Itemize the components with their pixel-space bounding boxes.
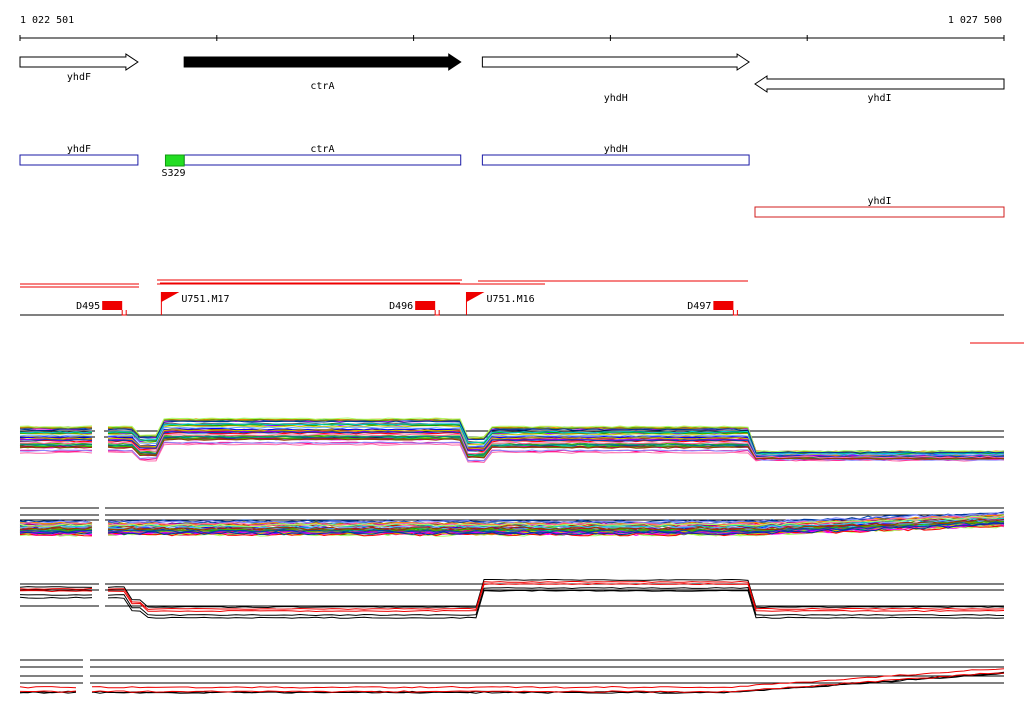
expression-panel-3 <box>19 578 1005 625</box>
gene-arrow-yhdF <box>19 53 139 71</box>
transcription-unit-label-yhdH: yhdH <box>604 144 628 155</box>
coordinate-ruler: 1 022 501 1 027 500 <box>19 15 1005 41</box>
transcription-unit-label-yhdI: yhdI <box>867 196 891 207</box>
panel-gap <box>99 505 105 545</box>
gene-arrow-yhdH <box>481 53 750 71</box>
terminator-stem <box>121 310 127 316</box>
expression-series-line <box>19 426 1005 456</box>
transcription-unit-yhdI <box>754 206 1005 218</box>
terminator-stem <box>732 310 738 316</box>
terminator-label: D496 <box>389 301 413 312</box>
promoter-flag <box>466 292 485 302</box>
expression-series-line <box>19 582 1005 613</box>
gene-track: yhdF ctrA yhdH yhdI <box>19 53 1005 104</box>
gene-arrow-ctrA <box>183 53 462 71</box>
gene-label-yhdF: yhdF <box>67 72 91 83</box>
expression-panels <box>19 395 1005 698</box>
terminator-marker <box>102 301 123 310</box>
transcription-unit-ctrA <box>183 154 462 166</box>
expression-series-line <box>19 523 1004 536</box>
expression-series-line <box>19 438 1005 460</box>
expression-series-line <box>19 420 1005 454</box>
expression-series-line <box>19 515 1005 527</box>
expression-panel-4 <box>19 658 1005 698</box>
promoter-label: U751.M16 <box>486 294 534 305</box>
expression-series-line <box>19 525 1005 537</box>
promoter-box-label: S329 <box>161 168 185 179</box>
expression-panel-1 <box>19 395 1005 465</box>
expression-panel-2 <box>19 505 1005 545</box>
transcription-unit-yhdF <box>19 154 139 166</box>
transcription-unit-yhdH <box>481 154 750 166</box>
expression-series-line <box>19 578 1005 609</box>
gene-label-yhdI: yhdI <box>867 93 891 104</box>
regulatory-feature-track: D495 D496 D497 U751.M17 U751.M16 <box>20 279 1024 344</box>
expression-series-line <box>19 441 1005 462</box>
expression-series-line <box>19 589 1005 619</box>
terminator-marker <box>713 301 734 310</box>
gene-label-ctrA: ctrA <box>310 81 334 92</box>
expression-series-line <box>19 668 1005 689</box>
panel-gap <box>95 395 104 465</box>
terminator-stem <box>434 310 440 316</box>
ruler-ticks <box>19 35 1005 41</box>
expression-series-line <box>19 580 1005 610</box>
gene-arrow-yhdI <box>754 75 1005 93</box>
panel-gap <box>83 658 90 698</box>
expression-series-line <box>19 417 1005 453</box>
terminator-label: D497 <box>687 301 711 312</box>
terminator-label: D495 <box>76 301 100 312</box>
promoter-box <box>164 154 185 167</box>
expression-series-line <box>19 672 1005 693</box>
end-coordinate-label: 1 027 500 <box>948 15 1002 26</box>
start-coordinate-label: 1 022 501 <box>20 15 74 26</box>
promoter-flag <box>161 292 180 302</box>
expression-series-line <box>19 514 1005 528</box>
promoter-label: U751.M17 <box>181 294 229 305</box>
panel-gap <box>99 580 105 625</box>
transcription-unit-label-ctrA: ctrA <box>310 144 334 155</box>
terminator-marker <box>415 301 436 310</box>
transcription-unit-track: yhdF ctrA yhdH yhdI S329 <box>19 144 1005 218</box>
transcription-unit-label-yhdF: yhdF <box>67 144 91 155</box>
expression-series-line <box>19 587 1005 617</box>
expression-series-line <box>19 518 1005 531</box>
expression-series-line <box>19 521 1005 534</box>
expression-series-line <box>19 433 1005 459</box>
gene-label-yhdH: yhdH <box>604 93 628 104</box>
